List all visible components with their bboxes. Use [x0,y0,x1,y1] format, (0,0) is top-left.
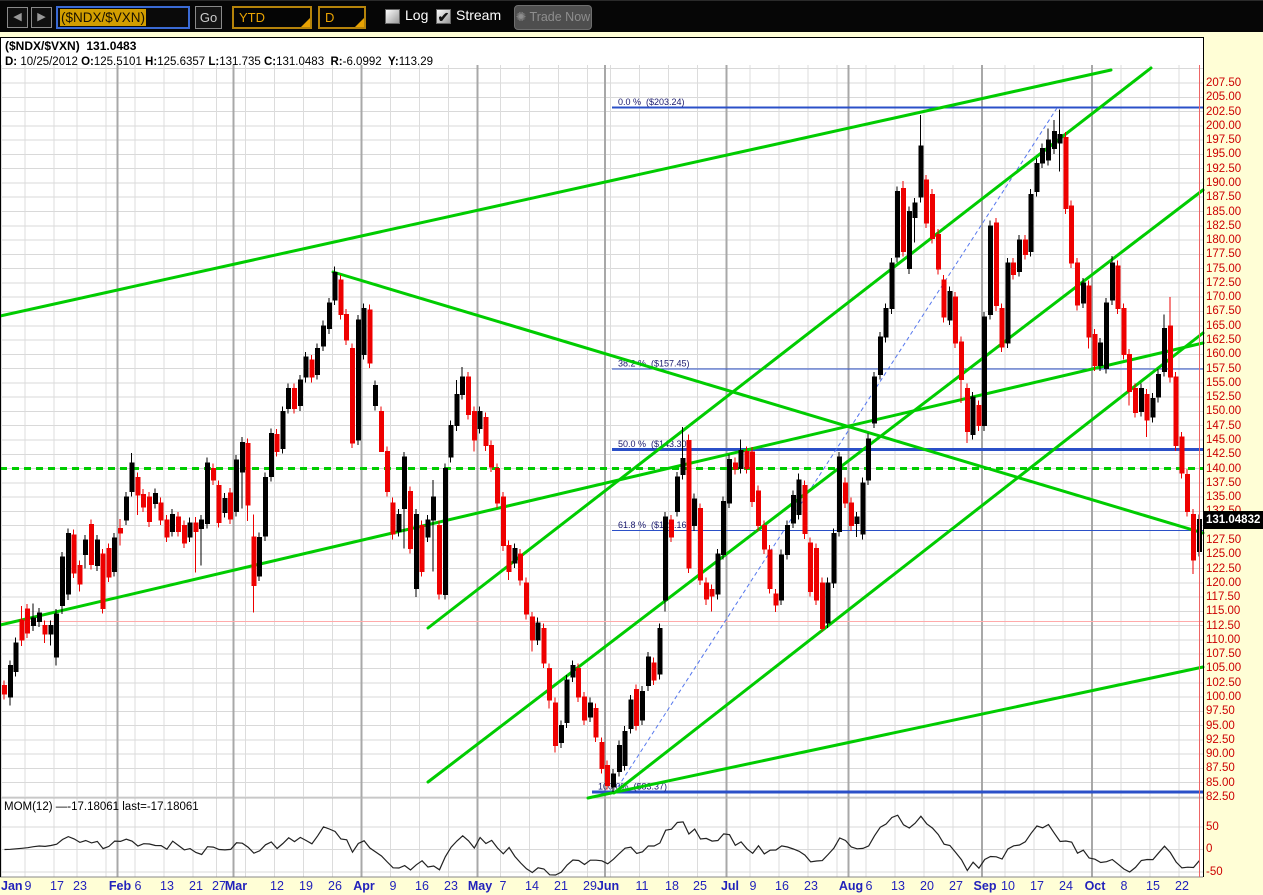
svg-text:0.0 % ($203.24): 0.0 % ($203.24) [618,97,685,107]
svg-text:50.0 % ($143.30): 50.0 % ($143.30) [618,439,690,449]
svg-text:100.0% ($83.37): 100.0% ($83.37) [598,782,667,792]
svg-text:38.2 % ($157.45): 38.2 % ($157.45) [618,358,690,368]
svg-text:61.8 % ($129.16): 61.8 % ($129.16) [618,520,690,530]
